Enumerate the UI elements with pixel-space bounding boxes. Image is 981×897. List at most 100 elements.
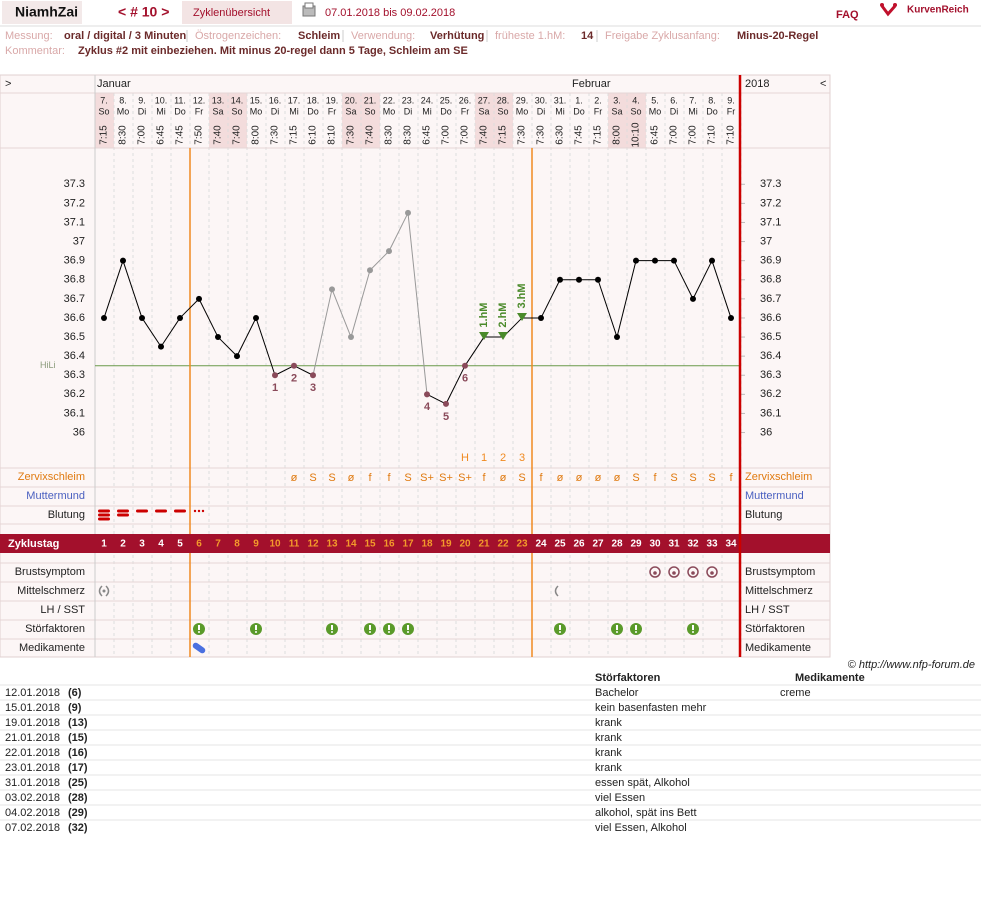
date: 25. xyxy=(440,95,453,105)
dash xyxy=(117,509,129,513)
cycle-nav[interactable]: < # 10 > xyxy=(118,4,169,20)
disturbance-icon xyxy=(383,623,395,635)
cycle-day: 20 xyxy=(459,539,471,550)
y-tick-label: 37 xyxy=(760,235,772,247)
dash xyxy=(98,513,110,517)
ring xyxy=(649,566,661,578)
temperature-point xyxy=(196,295,202,302)
cycle-day: 16 xyxy=(383,539,395,550)
time: 7:45 xyxy=(574,125,585,145)
note-date: 23.01.2018 xyxy=(5,762,60,774)
dot xyxy=(653,571,657,575)
temperature-point xyxy=(272,372,278,379)
temperature-segment xyxy=(274,365,295,376)
cycle-day: 33 xyxy=(706,539,718,550)
date: 6. xyxy=(670,95,678,105)
note-cycle-day: (17) xyxy=(68,762,88,774)
dot xyxy=(201,509,205,513)
weekday: Do xyxy=(174,106,186,116)
temperature-segment xyxy=(255,317,276,376)
time: 7:30 xyxy=(346,125,357,145)
overview-link[interactable]: Zyklenübersicht xyxy=(193,7,270,19)
note-cycle-day: (13) xyxy=(68,717,88,729)
brand-icon xyxy=(880,3,897,17)
disturbance-icon xyxy=(554,623,566,635)
weekday: Di xyxy=(138,106,147,116)
time: 8:30 xyxy=(384,125,395,145)
bar xyxy=(559,625,561,630)
nav-next[interactable]: < xyxy=(820,78,826,90)
bar xyxy=(407,625,409,630)
dot xyxy=(635,631,637,633)
cycle-day: 7 xyxy=(215,539,221,550)
time: 10:10 xyxy=(631,122,642,147)
nav-prev[interactable]: > xyxy=(5,78,11,90)
temperature-point xyxy=(386,248,392,255)
temperature-point xyxy=(728,314,734,321)
overview-tab xyxy=(182,1,292,24)
dot xyxy=(692,631,694,633)
dot xyxy=(331,631,333,633)
arc xyxy=(105,585,110,597)
cycle-day: 34 xyxy=(725,539,737,550)
time: 7:40 xyxy=(365,125,376,145)
cycle-day: 9 xyxy=(253,539,259,550)
date: 9. xyxy=(727,95,735,105)
date: 14. xyxy=(231,95,244,105)
weekday: Mi xyxy=(555,106,565,116)
faq-link[interactable]: FAQ xyxy=(836,9,859,21)
weekend-column xyxy=(209,93,228,148)
disturbance-icon xyxy=(250,623,262,635)
date: 29. xyxy=(516,95,529,105)
date: 7. xyxy=(100,95,108,105)
cycle-day: 25 xyxy=(554,539,566,550)
comment-value: Zyklus #2 mit einbeziehen. Mit minus 20-… xyxy=(78,45,468,57)
y-tick-label: 36.4 xyxy=(64,350,85,362)
cycle-day: 21 xyxy=(478,539,490,550)
user-name[interactable]: NiamhZai xyxy=(15,4,78,20)
mucus-entry: f xyxy=(729,472,733,484)
row-label: Medikamente xyxy=(19,642,85,654)
notes-header: Störfaktoren xyxy=(595,672,661,684)
weekend-column xyxy=(228,93,247,148)
y-tick-label: 36.8 xyxy=(64,274,85,286)
bar xyxy=(369,625,371,630)
mucus-entry: ø xyxy=(500,472,507,484)
date: 9. xyxy=(138,95,146,105)
y-tick-label: 36.1 xyxy=(760,407,781,419)
weekday: Do xyxy=(440,106,452,116)
weekday: So xyxy=(630,106,641,116)
weekend-column xyxy=(361,93,380,148)
temperature-point xyxy=(177,314,183,321)
bar xyxy=(616,625,618,630)
weekday: Di xyxy=(537,106,546,116)
time: 7:30 xyxy=(270,125,281,145)
time: 7:15 xyxy=(99,125,110,145)
y-tick-label: 36.6 xyxy=(64,312,85,324)
weekday: Fr xyxy=(594,106,603,116)
weekend-column xyxy=(494,93,513,148)
temperature-segment xyxy=(198,298,219,338)
y-tick-label: 36.8 xyxy=(760,274,781,286)
note-disturbance: viel Essen xyxy=(595,792,645,804)
temperature-point xyxy=(633,257,639,264)
time: 8:10 xyxy=(327,125,338,145)
row-label: Brustsymptom xyxy=(15,566,85,578)
weekend-column xyxy=(475,93,494,148)
print-icon[interactable] xyxy=(302,2,316,17)
ring xyxy=(668,566,680,578)
hm-label: 2.hM xyxy=(497,303,509,328)
weekday: Mo xyxy=(383,106,396,116)
weekday: Fr xyxy=(461,106,470,116)
date: 11. xyxy=(174,95,186,105)
y-tick-label: 36.1 xyxy=(64,407,85,419)
temperature-segment xyxy=(673,260,694,300)
date: 22. xyxy=(383,95,396,105)
brand[interactable]: KurvenReich xyxy=(907,5,969,16)
time: 7:00 xyxy=(441,125,452,145)
dash xyxy=(98,509,110,513)
y-tick-label: 36.2 xyxy=(64,388,85,400)
mucus-entry: S+ xyxy=(458,472,472,484)
temperature-point xyxy=(215,334,221,341)
weekday: Sa xyxy=(611,106,622,116)
